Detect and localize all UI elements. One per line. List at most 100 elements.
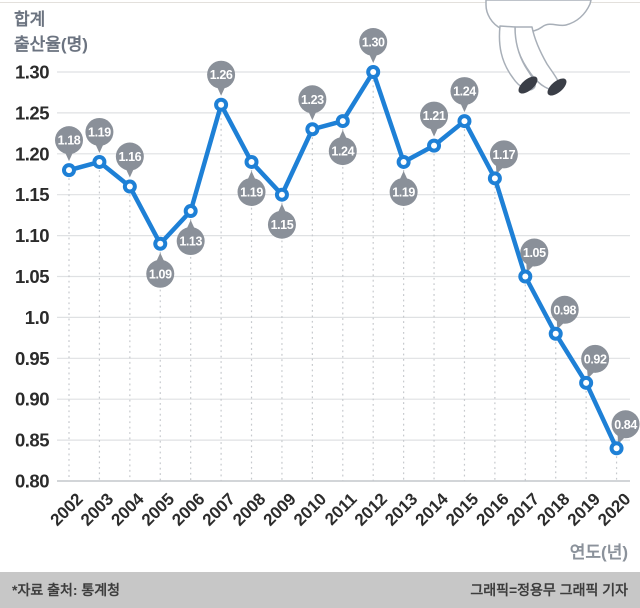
data-point[interactable] — [518, 269, 533, 284]
bubble-circle — [389, 177, 418, 206]
bubble-circle — [359, 28, 388, 56]
data-label-bubble: 1.19 — [85, 117, 114, 153]
data-point[interactable] — [244, 154, 259, 169]
x-tick-labels: 2002200320042005200620072008200920102011… — [47, 489, 635, 530]
bubble-value-label: 1.17 — [493, 148, 516, 162]
y-tick-label: 0.90 — [15, 389, 49, 410]
data-point[interactable] — [122, 179, 137, 194]
data-point[interactable] — [487, 171, 502, 186]
x-tick-label: 2009 — [260, 489, 300, 529]
data-label-bubble: 1.19 — [237, 170, 266, 206]
dangling-legs-illustration-icon — [485, 0, 592, 96]
bubble-value-label: 0.84 — [614, 418, 637, 432]
data-point[interactable] — [305, 122, 320, 137]
y-tick-label: 0.85 — [15, 430, 49, 451]
x-axis-title: 연도(년) — [569, 543, 628, 562]
bubble-value-label: 1.05 — [523, 246, 546, 260]
x-tick-label: 2012 — [351, 489, 391, 529]
drop-lines — [68, 80, 618, 481]
data-label-bubble: 1.13 — [176, 220, 205, 256]
data-point[interactable] — [579, 375, 594, 390]
bubble-value-label: 1.09 — [149, 267, 172, 281]
bubble-circle — [85, 117, 114, 146]
bubble-value-label: 0.92 — [584, 352, 607, 366]
graphic-credit: 그래픽=정용무 그래픽 기자 — [470, 582, 628, 598]
data-point[interactable] — [548, 326, 563, 341]
data-points — [62, 65, 624, 456]
x-tick-label: 2010 — [290, 489, 330, 529]
bubble-circle — [267, 210, 296, 239]
data-label-bubble: 0.92 — [581, 344, 610, 379]
data-point[interactable] — [92, 154, 107, 169]
bubble-value-label: 1.16 — [118, 150, 141, 164]
top-divider — [0, 2, 640, 3]
bubble-value-label: 1.26 — [210, 68, 233, 82]
bubble-value-label: 1.15 — [271, 218, 294, 232]
y-tick-label: 1.30 — [15, 62, 49, 83]
x-tick-label: 2011 — [321, 489, 361, 529]
data-label-bubble: 1.19 — [389, 170, 418, 206]
fertility-rate-line-chart: 1.30 1.25 1.20 1.15 1.10 1.05 1.0 0.95 0.90 0.85 0… — [15, 28, 640, 530]
footer-bar: *자료 출처: 통계청 그래픽=정용무 그래픽 기자 — [0, 572, 640, 608]
bubble-value-label: 1.24 — [331, 145, 354, 159]
bubble-circle — [298, 85, 327, 114]
bubble-value-label: 1.30 — [362, 36, 385, 50]
bubble-circle — [237, 177, 266, 206]
data-label-bubble: 1.15 — [267, 203, 296, 239]
bubble-circle — [520, 238, 549, 267]
bubble-circle — [550, 295, 579, 324]
data-label-bubble: 1.16 — [115, 142, 144, 178]
source-credit: *자료 출처: 통계청 — [12, 582, 121, 598]
data-point[interactable] — [457, 114, 472, 129]
bubble-value-label: 1.19 — [88, 125, 111, 139]
data-point[interactable] — [214, 97, 229, 112]
bubble-circle — [489, 140, 518, 169]
x-tick-label: 2005 — [138, 489, 178, 529]
bubble-circle — [115, 142, 144, 171]
bubble-circle — [146, 259, 175, 288]
y-axis-title-line1: 합계 — [14, 10, 46, 29]
bubble-value-label: 0.98 — [553, 303, 576, 317]
data-point[interactable] — [183, 204, 198, 219]
x-tick-label: 2016 — [473, 489, 513, 529]
bubble-circle — [328, 137, 357, 166]
data-point[interactable] — [335, 114, 350, 129]
x-tick-label: 2007 — [199, 489, 239, 529]
y-tick-label: 1.20 — [15, 143, 49, 164]
data-label-bubble: 1.21 — [420, 101, 449, 137]
data-point[interactable] — [427, 138, 442, 153]
bubble-value-label: 1.13 — [179, 235, 202, 249]
x-tick-label: 2014 — [412, 489, 453, 530]
x-tick-label: 2002 — [47, 489, 87, 529]
bubble-value-label: 1.21 — [423, 109, 446, 123]
y-tick-label: 1.10 — [15, 225, 49, 246]
data-point[interactable] — [274, 187, 289, 202]
y-tick-label: 0.95 — [15, 348, 49, 369]
x-tick-label: 2017 — [503, 489, 543, 529]
bubble-circle — [450, 77, 479, 106]
data-point[interactable] — [153, 236, 168, 251]
data-label-bubble: 0.84 — [611, 410, 640, 444]
data-point[interactable] — [396, 154, 411, 169]
data-point[interactable] — [62, 163, 76, 178]
bubble-circle — [420, 101, 449, 130]
y-tick-label: 1.0 — [25, 307, 49, 328]
x-tick-label: 2015 — [442, 489, 482, 529]
bubble-value-label: 1.23 — [301, 93, 324, 107]
data-label-bubble: 1.05 — [520, 238, 549, 273]
bubble-value-label: 1.18 — [58, 134, 81, 148]
data-label-bubble: 1.24 — [450, 77, 479, 113]
data-point[interactable] — [609, 441, 624, 456]
x-tick-label: 2018 — [533, 489, 573, 529]
data-label-bubble: 0.98 — [550, 295, 579, 330]
y-tick-label: 1.15 — [15, 184, 49, 205]
x-tick-label: 2013 — [381, 489, 421, 529]
bubble-value-label: 1.19 — [392, 185, 415, 199]
x-tick-label: 2020 — [594, 489, 634, 529]
data-label-bubble: 1.23 — [298, 85, 327, 121]
data-label-bubble: 1.17 — [489, 140, 518, 175]
data-point[interactable] — [366, 65, 381, 79]
bubble-circle — [611, 410, 640, 439]
x-tick-label: 2004 — [107, 489, 148, 530]
